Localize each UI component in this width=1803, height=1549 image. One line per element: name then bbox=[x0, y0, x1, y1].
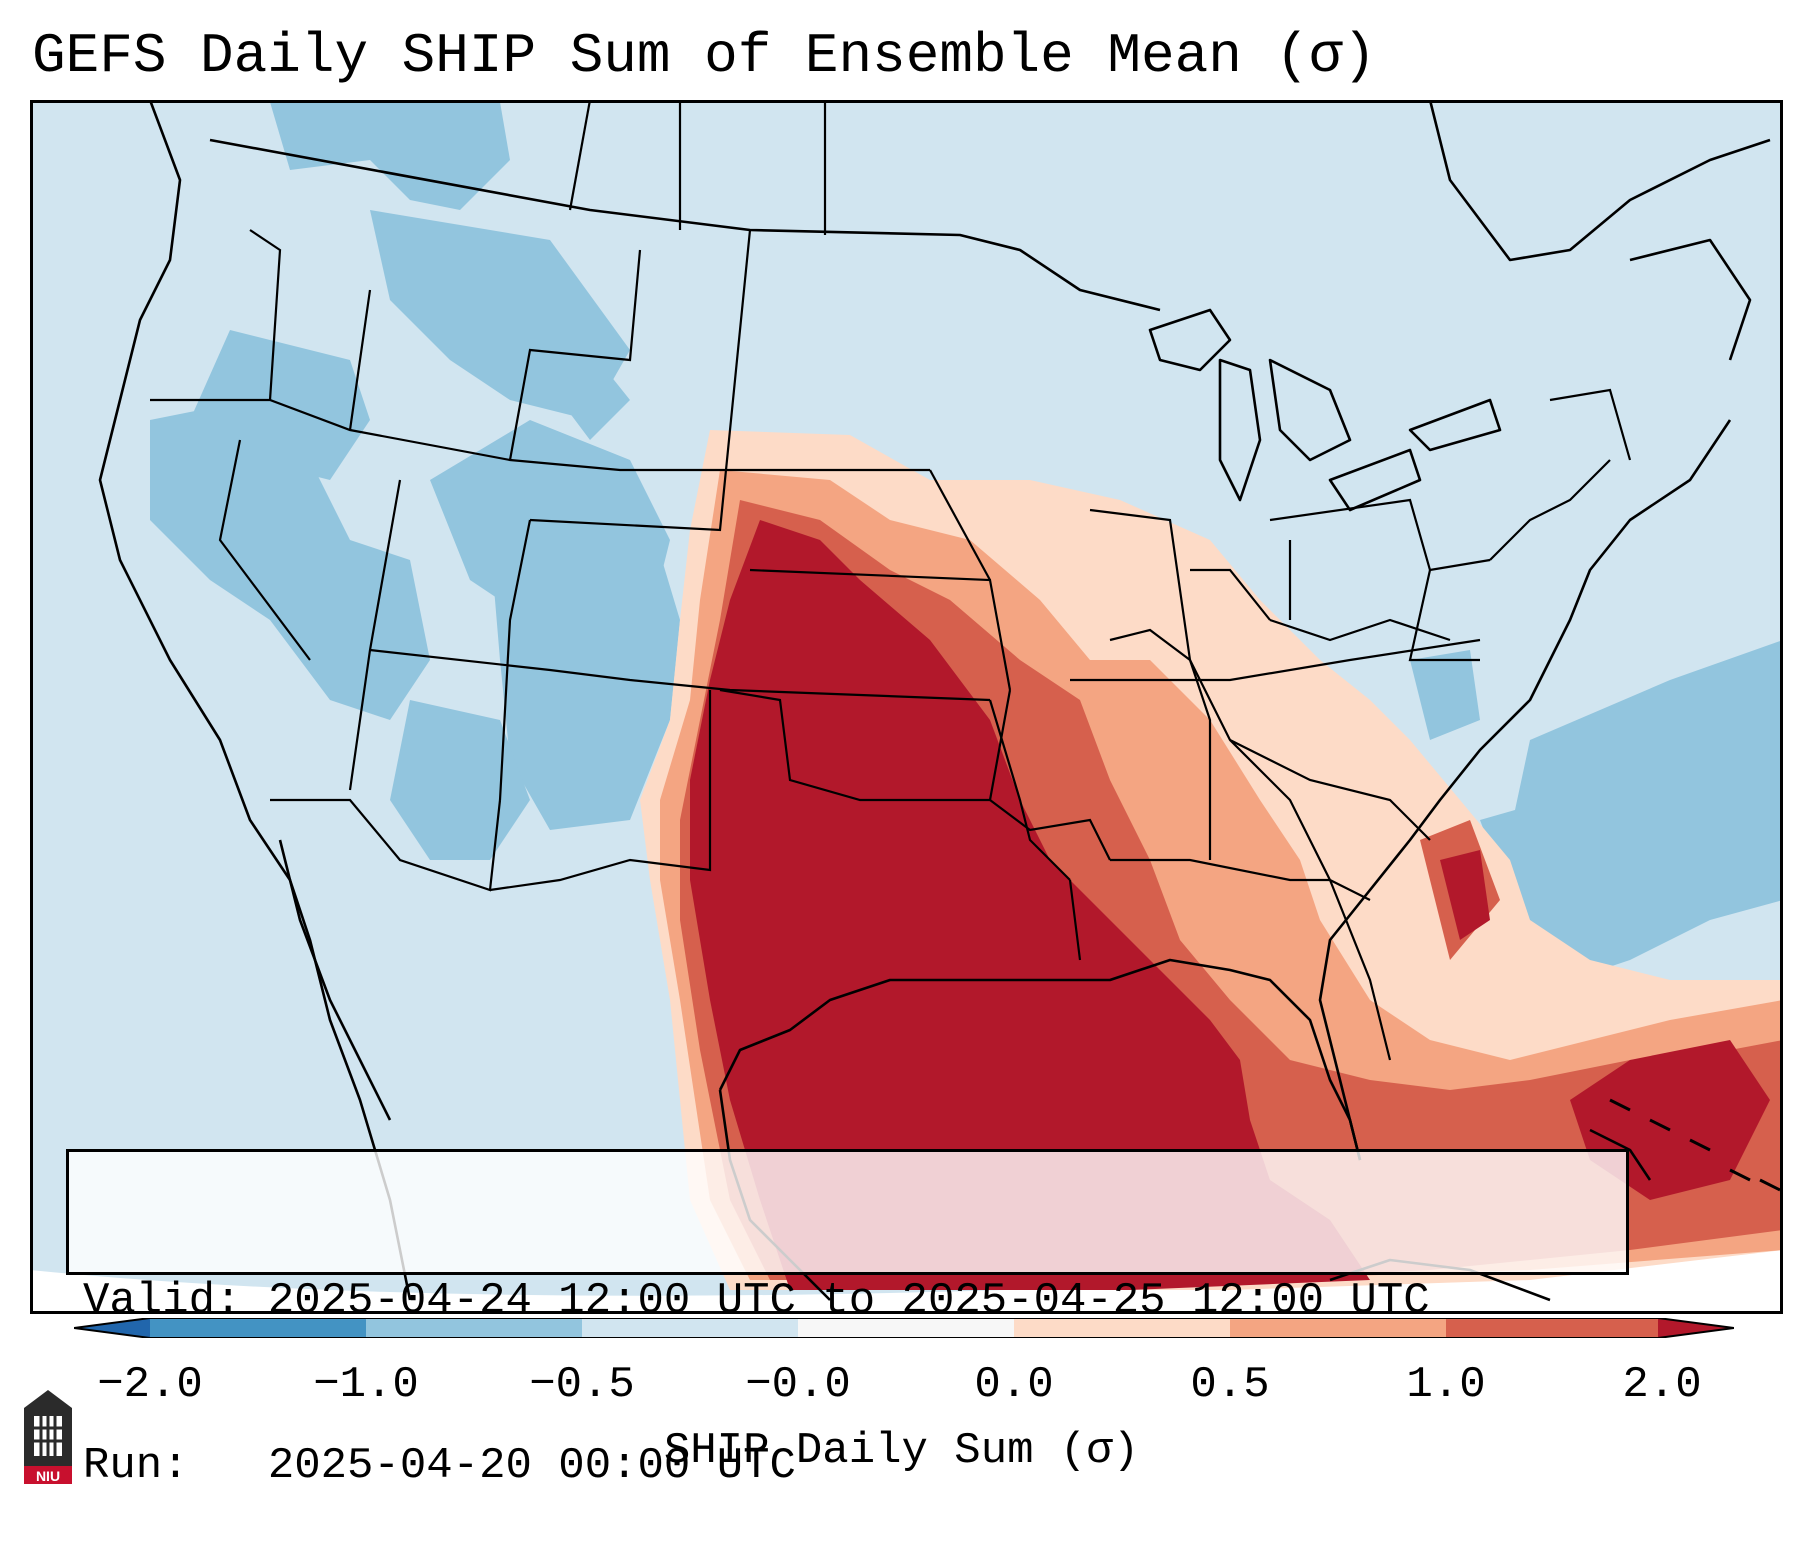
colorbar-bin-3 bbox=[582, 1318, 798, 1338]
map-panel bbox=[30, 100, 1783, 1314]
colorbar-bin-4 bbox=[798, 1318, 1014, 1338]
colorbar-bin-2 bbox=[366, 1318, 582, 1338]
map-border bbox=[30, 100, 1783, 1314]
run-value: 2025-04-20 00:00 UTC bbox=[267, 1441, 796, 1491]
projection-edge bbox=[30, 1250, 1783, 1314]
tick-label: −2.0 bbox=[97, 1360, 203, 1410]
niu-logo-icon: NIU bbox=[24, 1390, 72, 1484]
map-title: GEFS Daily SHIP Sum of Ensemble Mean (σ) bbox=[32, 24, 1377, 88]
valid-time-box: Valid: 2025-04-24 12:00 UTC to 2025-04-2… bbox=[66, 1149, 1629, 1491]
caribbean-islands bbox=[1609, 1098, 1781, 1192]
tick-label: −0.0 bbox=[745, 1360, 851, 1410]
colorbar-extend-high bbox=[1658, 1318, 1734, 1338]
tick-label: 2.0 bbox=[1622, 1360, 1702, 1410]
negative-anomaly-patches bbox=[150, 102, 1783, 980]
state-lines bbox=[150, 100, 1632, 1061]
logo-text: NIU bbox=[36, 1468, 60, 1484]
colorbar bbox=[74, 1318, 1734, 1338]
tick-label: 0.0 bbox=[974, 1360, 1054, 1410]
tick-label: −0.5 bbox=[529, 1360, 635, 1410]
run-label: Run: bbox=[83, 1441, 189, 1491]
run-line: Run: 2025-04-20 00:00 UTC bbox=[83, 1439, 1626, 1494]
colorbar-bin-5 bbox=[1014, 1318, 1230, 1338]
tick-label: 0.5 bbox=[1190, 1360, 1270, 1410]
colorbar-bin-7 bbox=[1446, 1318, 1658, 1338]
tick-label: −1.0 bbox=[313, 1360, 419, 1410]
borders bbox=[98, 100, 1771, 1302]
colorbar-ticks: −2.0 −1.0 −0.5 −0.0 0.0 0.5 1.0 2.0 bbox=[0, 1360, 1803, 1420]
colorbar-label: SHIP Daily Sum (σ) bbox=[663, 1426, 1140, 1476]
colorbar-bin-1 bbox=[150, 1318, 366, 1338]
tick-label: 1.0 bbox=[1406, 1360, 1486, 1410]
colorbar-extend-low bbox=[74, 1318, 150, 1338]
ship-map bbox=[30, 100, 1783, 1314]
colorbar-bin-6 bbox=[1230, 1318, 1446, 1338]
